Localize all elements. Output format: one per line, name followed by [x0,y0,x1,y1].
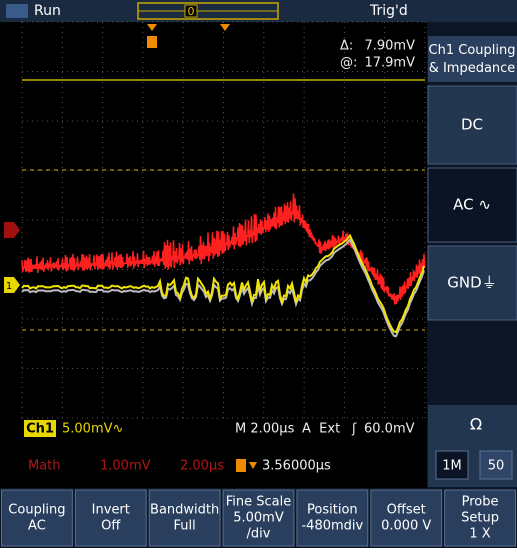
side-button[interactable] [427,167,517,243]
menu-button[interactable] [370,489,443,547]
trigger-slope: ʃ [351,422,357,437]
menu-button[interactable] [296,489,369,547]
side-menu: Ch1 Coupling & Impedance DC AC ∿ GND⏚ Ω 1M 50 [427,22,517,488]
trigger-state: Trig'd [369,3,408,19]
channel-label: Ch1 [26,422,54,437]
menu-button-label: Position [307,503,358,518]
math-marker-shape [4,222,20,238]
channel-marker-shape [4,277,20,293]
side-button-label: AC ∿ [453,196,491,214]
position-marker-box [184,4,198,18]
center-marker [220,24,230,31]
trigger-time-marker [147,24,157,31]
side-button-label: DC [461,116,483,134]
yellow-trace [21,233,425,334]
menu-button-label: Probe [462,495,499,510]
menu-button[interactable] [444,489,516,547]
menu-button-label: Invert [92,503,130,518]
delta-value: 7.90mV [364,39,415,54]
side-button-label: GND⏚ [447,274,496,292]
menu-button-label: Offset [387,503,426,518]
t-marker [147,36,157,48]
at-label: @: [340,56,357,71]
menu-button-label: -480mdiv [301,519,363,534]
impedance-option-label: 1M [442,459,462,474]
channel-badge [24,420,56,437]
trigger-position: 3.56000µs [262,459,331,474]
impedance-label: Ω [470,415,482,434]
menu-button[interactable] [1,489,73,547]
menu-button-label: Coupling [8,503,65,518]
side-button[interactable] [427,85,517,165]
white-trace [21,237,425,338]
impedance-option-label: 50 [488,459,505,474]
side-button[interactable] [427,245,517,321]
menu-button-label: 0.000 V [381,519,431,534]
math-scale: 1.00mV [100,459,151,474]
menu-button-label: Fine Scale [226,495,292,510]
math-time: 2.00µs [180,459,224,474]
math-label: Math [28,459,61,474]
at-value: 17.9mV [364,56,415,71]
menu-button-label: Off [101,519,121,534]
position-marker: 0 [188,5,195,18]
t-icon [236,459,246,472]
menu-button[interactable] [222,489,295,547]
menu-button-label: /div [247,527,271,542]
menu-button[interactable] [148,489,221,547]
timebase: M 2.00µs [235,422,295,437]
run-status: Run [34,3,61,19]
trigger-source: A Ext [302,422,340,437]
side-title-box [428,36,517,82]
waveforms [21,193,426,338]
impedance-option[interactable] [479,450,513,480]
graticule [21,21,426,419]
run-icon [6,4,28,18]
menu-button-label: 5.00mV [233,511,284,526]
trigger-level: 60.0mV [364,422,415,437]
channel-marker: 1 [6,281,12,292]
menu-button-label: 1 X [469,527,490,542]
impedance-option[interactable] [435,450,469,480]
menu-button-label: AC [28,519,46,534]
delta-label: Δ: [340,39,353,54]
menu-button[interactable] [74,489,147,547]
t-arrow [249,462,257,469]
channel-scale: 5.00mV∿ [62,422,123,437]
menu-button-label: Setup [461,511,499,526]
menu-button-label: Full [174,519,196,534]
side-title: Ch1 Coupling & Impedance [429,43,516,76]
menu-button-label: Bandwidth [150,503,219,518]
